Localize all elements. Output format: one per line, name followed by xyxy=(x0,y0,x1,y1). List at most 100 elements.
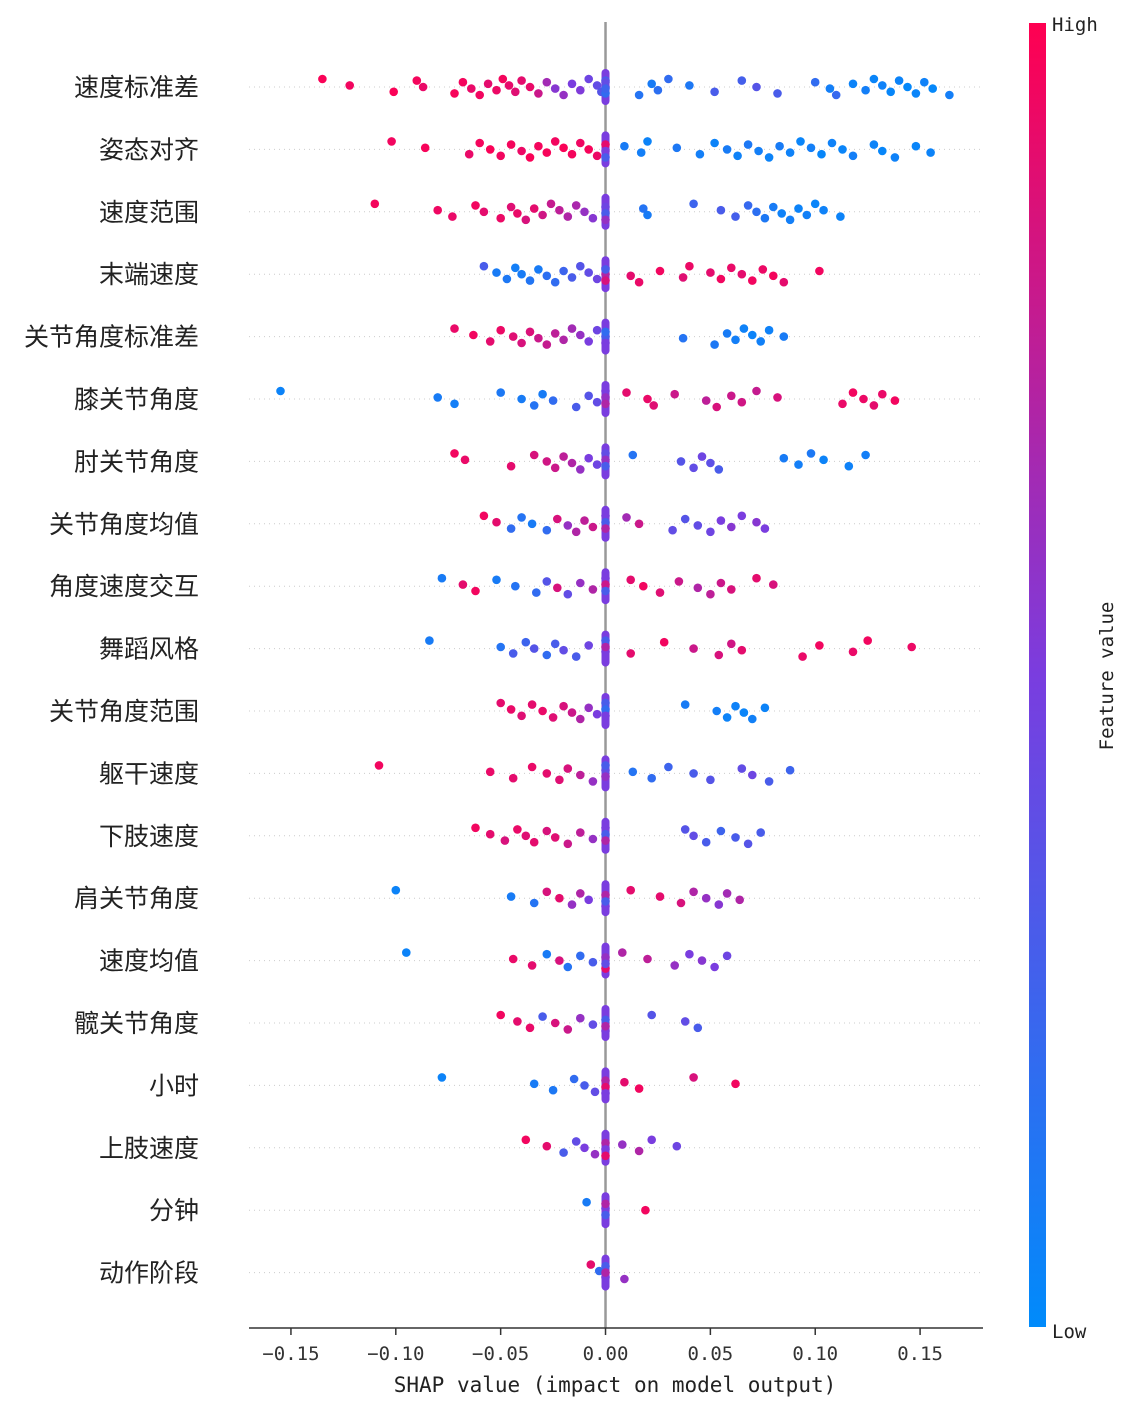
shap-point xyxy=(529,401,539,410)
shap-point xyxy=(769,580,778,589)
shap-point xyxy=(636,148,646,157)
shap-point xyxy=(678,333,688,343)
shap-point xyxy=(496,325,506,335)
shap-point xyxy=(706,527,715,537)
feature-label: 肘关节角度 xyxy=(74,447,199,476)
shap-point xyxy=(848,647,858,657)
shap-point xyxy=(529,837,539,847)
shap-point xyxy=(496,698,506,708)
shap-point xyxy=(760,524,770,533)
shap-point xyxy=(817,149,826,159)
shap-point xyxy=(779,453,789,463)
shap-point xyxy=(584,895,593,905)
shap-point xyxy=(475,90,485,100)
shap-point xyxy=(584,703,593,713)
shap-point xyxy=(890,396,900,405)
shap-point xyxy=(601,84,610,93)
shap-point xyxy=(542,457,552,466)
shap-point xyxy=(706,589,715,599)
shap-point xyxy=(527,762,537,772)
shap-point xyxy=(588,213,598,223)
shap-point xyxy=(680,514,690,524)
shap-point xyxy=(525,153,535,162)
shap-point xyxy=(727,585,736,594)
shap-point xyxy=(601,517,610,527)
shap-point xyxy=(525,327,535,337)
shap-point xyxy=(806,143,816,153)
shap-point xyxy=(592,325,602,335)
shap-point xyxy=(601,524,610,533)
shap-point xyxy=(563,962,573,972)
shap-point xyxy=(714,650,724,660)
shap-point xyxy=(819,205,828,215)
shap-point xyxy=(945,90,954,100)
shap-point xyxy=(517,711,526,721)
shap-point xyxy=(710,87,719,97)
shap-point xyxy=(582,1197,591,1207)
shap-point xyxy=(571,652,581,661)
colorbar-high-label: High xyxy=(1052,14,1098,36)
shap-point xyxy=(496,642,506,652)
shap-point xyxy=(748,770,757,780)
shap-point xyxy=(764,777,774,786)
shap-point xyxy=(601,829,610,839)
shap-point xyxy=(508,649,518,658)
shap-point xyxy=(689,769,698,778)
shap-point xyxy=(779,277,789,287)
shap-point xyxy=(485,337,495,346)
shap-point xyxy=(460,455,470,465)
shap-point xyxy=(418,82,428,92)
shap-point xyxy=(785,765,795,775)
shap-point xyxy=(567,708,577,717)
x-tick-label: 0.05 xyxy=(687,1343,733,1365)
shap-point xyxy=(521,1135,531,1145)
shap-point xyxy=(588,1020,598,1029)
feature-label: 速度标准差 xyxy=(74,73,199,102)
shap-point xyxy=(601,1021,610,1031)
shap-point xyxy=(450,324,459,333)
shap-point xyxy=(754,146,763,156)
shap-point xyxy=(542,577,552,586)
shap-point xyxy=(592,151,602,161)
shap-point xyxy=(569,1074,579,1084)
shap-point xyxy=(773,393,782,402)
shap-point xyxy=(502,274,512,284)
x-tick-label: 0.00 xyxy=(583,1343,629,1365)
shap-point xyxy=(752,517,761,527)
shap-point xyxy=(500,836,510,845)
feature-label: 髋关节角度 xyxy=(74,1009,199,1038)
shap-point xyxy=(785,215,795,225)
shap-point xyxy=(601,153,610,162)
shap-point xyxy=(810,199,820,209)
shap-point xyxy=(576,465,585,474)
shap-point xyxy=(911,141,921,151)
shap-point xyxy=(701,396,711,405)
shap-point xyxy=(878,389,887,399)
shap-point xyxy=(737,511,747,521)
shap-point xyxy=(506,705,516,714)
shap-point xyxy=(626,649,635,658)
shap-point xyxy=(731,701,740,711)
shap-point xyxy=(693,583,703,593)
shap-point xyxy=(869,74,879,84)
shap-point xyxy=(752,207,761,217)
shap-point xyxy=(626,271,635,281)
shap-point xyxy=(504,81,514,90)
shap-point xyxy=(664,762,673,772)
shap-point xyxy=(506,461,516,471)
shap-point xyxy=(576,578,585,588)
shap-point xyxy=(848,151,858,161)
shap-point xyxy=(548,396,558,405)
feature-labels: 速度标准差姿态对齐速度范围末端速度关节角度标准差膝关节角度肘关节角度关节角度均值… xyxy=(24,73,199,1288)
shap-point xyxy=(785,148,795,157)
shap-point xyxy=(739,324,749,333)
shap-point xyxy=(668,525,677,535)
shap-point xyxy=(590,1087,600,1097)
shap-point xyxy=(550,137,560,146)
shap-point xyxy=(576,330,585,340)
shap-point xyxy=(511,581,520,591)
feature-label: 上肢速度 xyxy=(99,1134,199,1163)
shap-point xyxy=(722,329,732,338)
shap-point xyxy=(869,140,879,149)
shap-point xyxy=(592,81,602,90)
